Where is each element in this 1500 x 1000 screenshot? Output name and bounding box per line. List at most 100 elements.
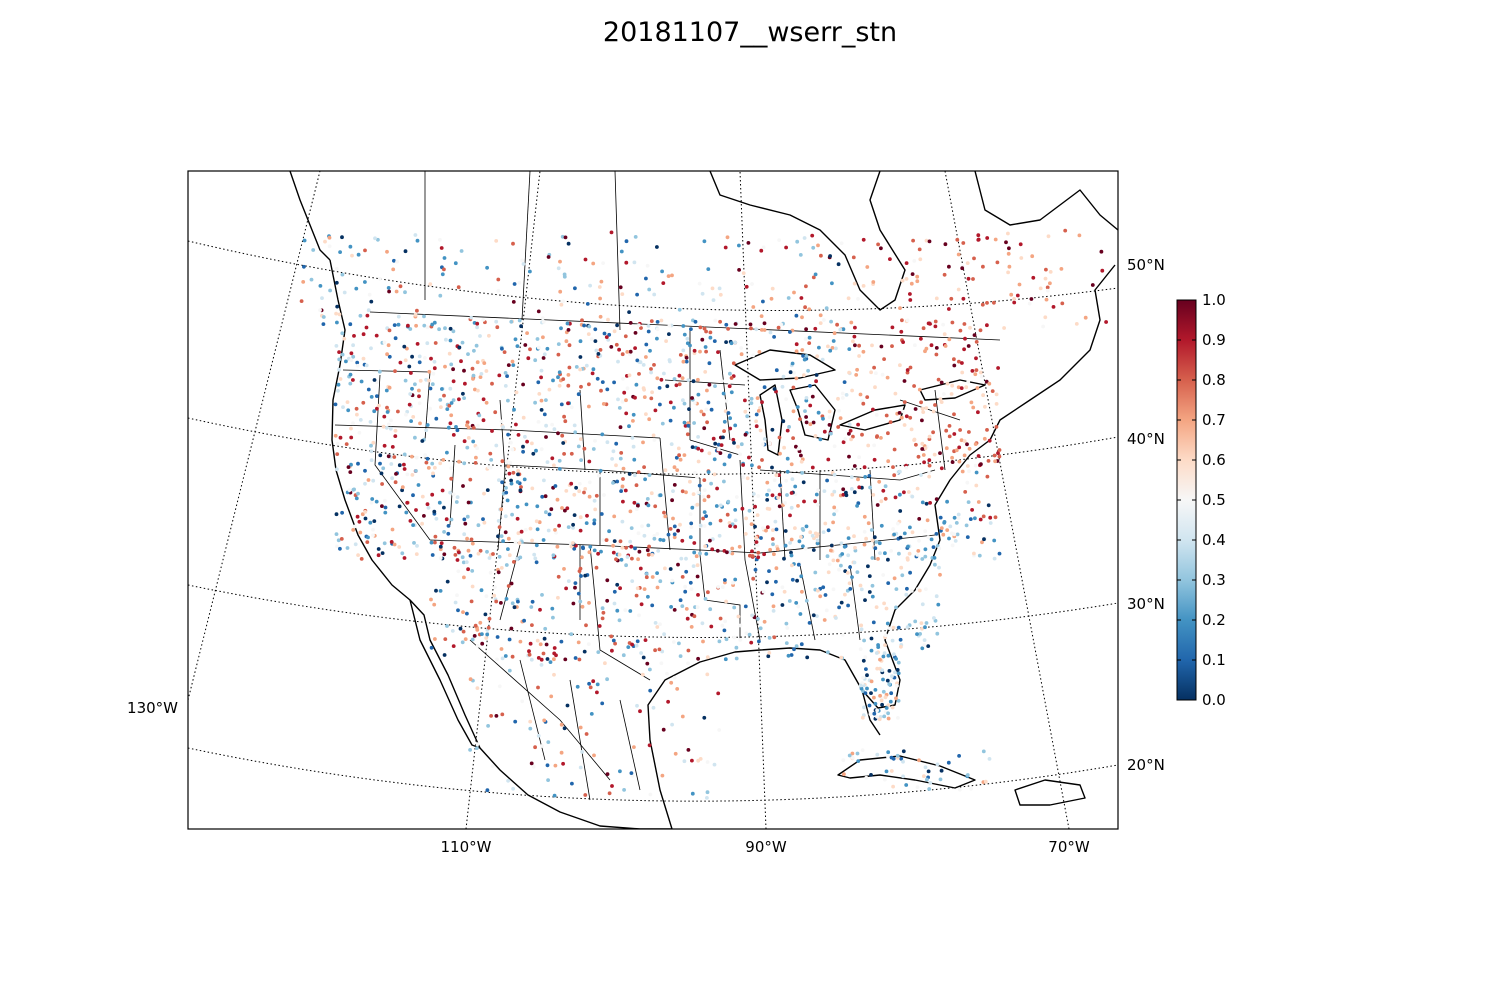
station-marker <box>839 655 844 660</box>
station-marker <box>694 554 699 559</box>
station-marker <box>920 646 925 651</box>
station-marker <box>406 323 410 328</box>
station-marker <box>428 406 433 411</box>
station-marker <box>459 249 464 253</box>
station-marker <box>969 786 973 791</box>
station-marker <box>672 465 677 470</box>
station-marker <box>744 284 749 289</box>
station-marker <box>389 418 393 423</box>
station-marker <box>409 371 413 375</box>
station-marker <box>743 409 748 414</box>
station-marker <box>345 400 350 404</box>
station-marker <box>582 649 587 654</box>
station-marker <box>437 500 442 505</box>
station-marker <box>549 507 554 512</box>
station-marker <box>634 593 639 598</box>
station-marker <box>774 579 778 584</box>
station-marker <box>496 519 501 523</box>
admin-boundary <box>739 459 761 641</box>
station-marker <box>790 477 795 482</box>
station-marker <box>625 555 630 559</box>
station-marker <box>886 581 891 585</box>
station-marker <box>553 763 558 768</box>
station-marker <box>351 354 356 359</box>
station-marker <box>954 521 959 525</box>
station-marker <box>824 608 829 613</box>
station-marker <box>882 357 886 361</box>
station-marker <box>777 492 782 497</box>
station-marker <box>402 556 407 560</box>
station-marker <box>721 391 726 396</box>
station-marker <box>804 354 809 358</box>
station-marker <box>884 706 889 710</box>
station-marker <box>451 329 456 334</box>
station-marker <box>414 508 418 512</box>
station-marker <box>484 400 489 405</box>
station-marker <box>648 348 652 353</box>
station-marker <box>356 252 361 257</box>
station-marker <box>583 257 588 262</box>
station-marker <box>515 480 520 484</box>
station-marker <box>810 533 815 538</box>
station-marker <box>423 453 428 457</box>
station-marker <box>469 537 474 542</box>
station-marker <box>908 415 913 420</box>
station-marker <box>437 327 441 332</box>
station-marker <box>518 488 523 493</box>
station-marker <box>607 529 611 534</box>
station-marker <box>1029 297 1034 301</box>
station-marker <box>499 647 504 651</box>
station-marker <box>953 539 958 543</box>
station-marker <box>511 470 516 475</box>
station-marker <box>500 480 504 485</box>
station-marker <box>993 459 997 464</box>
station-marker <box>869 636 874 641</box>
station-marker <box>698 523 703 528</box>
station-marker <box>792 371 796 375</box>
station-marker <box>637 323 641 328</box>
station-marker <box>837 567 841 572</box>
station-marker <box>757 465 761 470</box>
station-marker <box>539 398 544 403</box>
station-marker <box>863 691 868 695</box>
station-marker <box>751 492 756 496</box>
station-marker <box>815 538 820 543</box>
station-marker <box>767 651 772 655</box>
station-marker <box>663 468 668 473</box>
station-marker <box>666 532 671 537</box>
station-marker <box>811 245 816 250</box>
station-marker <box>886 557 890 562</box>
station-marker <box>658 579 663 584</box>
station-marker <box>917 387 922 392</box>
station-marker <box>540 494 545 499</box>
station-marker <box>776 495 780 500</box>
station-marker <box>938 451 942 455</box>
station-marker <box>961 296 966 301</box>
station-marker <box>846 603 850 608</box>
station-marker <box>811 420 816 425</box>
station-marker <box>966 379 971 384</box>
station-marker <box>765 480 770 485</box>
station-marker <box>456 285 461 290</box>
station-marker <box>733 518 738 523</box>
station-marker <box>963 336 967 341</box>
station-marker <box>320 296 324 300</box>
station-marker <box>429 356 433 361</box>
station-marker <box>333 433 338 438</box>
station-marker <box>601 538 606 542</box>
station-marker <box>886 711 890 716</box>
station-marker <box>857 455 861 460</box>
station-marker <box>886 653 891 658</box>
station-marker <box>509 626 514 631</box>
admin-boundary <box>934 389 946 471</box>
station-marker <box>414 552 419 556</box>
station-marker <box>865 686 869 691</box>
station-marker <box>427 378 431 383</box>
station-marker <box>403 249 408 254</box>
station-marker <box>980 302 985 307</box>
station-marker <box>451 433 456 437</box>
station-marker <box>630 556 634 561</box>
station-marker <box>828 254 832 258</box>
station-marker <box>462 439 467 444</box>
station-marker <box>595 682 600 687</box>
